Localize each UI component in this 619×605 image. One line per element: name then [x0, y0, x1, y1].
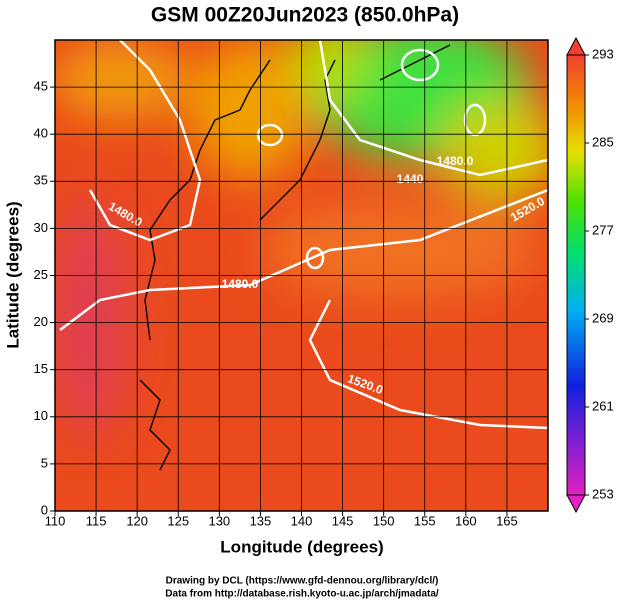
x-tick-label: 150: [373, 513, 395, 528]
colorbar-tick-label: 253: [592, 486, 614, 501]
x-tick-label: 110: [45, 513, 66, 528]
x-axis-label: Longitude (degrees): [220, 537, 383, 556]
colorbar-arrow: [566, 494, 586, 514]
y-tick-label: 40: [34, 126, 48, 141]
y-tick-label: 35: [34, 173, 48, 188]
colorbar-tick-label: 285: [592, 134, 614, 149]
colorbar-arrow: [566, 36, 586, 56]
x-tick-label: 140: [291, 513, 313, 528]
y-tick-label: 30: [34, 220, 48, 235]
y-tick-label: 20: [34, 314, 48, 329]
y-tick-label: 15: [34, 361, 48, 376]
x-tick-label: 145: [332, 513, 354, 528]
colorbar-tick-label: 269: [592, 310, 614, 325]
y-tick-label: 5: [41, 455, 48, 470]
y-tick-label: 25: [34, 267, 48, 282]
coastlines: [139, 44, 451, 471]
x-tick-label: 115: [86, 513, 107, 528]
x-tick-label: 120: [126, 513, 148, 528]
credit: Data from http://database.rish.kyoto-u.a…: [165, 589, 439, 600]
colorbar: [566, 54, 586, 496]
credit: Drawing by DCL (https://www.gfd-dennou.o…: [166, 576, 439, 587]
y-tick-label: 10: [34, 408, 48, 423]
y-axis-label: Latitude (degrees): [3, 201, 22, 348]
x-tick-label: 155: [414, 513, 436, 528]
colorbar-tick-label: 293: [592, 46, 614, 61]
colorbar-tick-label: 277: [592, 222, 614, 237]
map-title: GSM 00Z20Jun2023 (850.0hPa): [151, 4, 459, 27]
x-tick-label: 165: [496, 513, 518, 528]
x-tick-label: 130: [208, 513, 230, 528]
x-tick-label: 135: [250, 513, 272, 528]
y-tick-label: 45: [34, 79, 48, 94]
contour-label: 1480.0: [437, 154, 474, 168]
contour-label: 1440: [397, 172, 424, 186]
x-tick-label: 125: [167, 513, 189, 528]
temperature-field: 1480.0 1480.0 1440 1480.0 1520.0 1520.0: [55, 40, 548, 511]
colorbar-tick-label: 261: [592, 398, 614, 413]
contour-label: 1480.0: [222, 277, 259, 291]
x-tick-label: 160: [455, 513, 477, 528]
y-tick-label: 0: [41, 502, 48, 517]
contours: [59, 40, 548, 430]
